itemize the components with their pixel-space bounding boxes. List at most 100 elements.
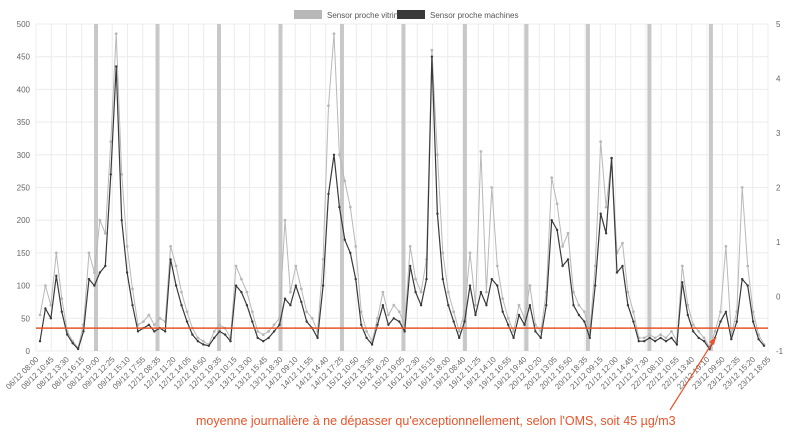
data-point [550, 176, 554, 180]
y2-tick-label: 1 [776, 238, 781, 247]
data-point [490, 277, 493, 281]
data-point [316, 336, 319, 340]
data-point [506, 316, 510, 320]
data-point [719, 320, 722, 323]
data-point [147, 323, 151, 326]
data-point [632, 310, 635, 314]
day-separator [462, 24, 467, 351]
y-tick-label: 200 [17, 216, 31, 225]
y-tick-label: 500 [17, 20, 31, 29]
data-point [240, 290, 243, 294]
data-point [169, 245, 173, 248]
data-point [349, 251, 352, 255]
data-point [610, 156, 613, 160]
annotation-arrow-line [669, 336, 717, 411]
data-point [343, 179, 347, 183]
data-point [87, 277, 91, 281]
data-point [436, 153, 439, 157]
data-point [245, 304, 249, 307]
data-point [507, 323, 510, 326]
data-point [267, 330, 270, 333]
data-point [430, 48, 434, 52]
y2-tick-label: 3 [776, 129, 781, 138]
data-point [338, 153, 341, 157]
data-point [71, 342, 74, 345]
data-point [174, 264, 178, 268]
data-point [251, 320, 254, 323]
data-point [54, 251, 58, 255]
data-point [648, 333, 652, 336]
data-point [191, 333, 194, 336]
data-point [321, 258, 325, 261]
annotation-text: moyenne journalière à ne dépasser qu'exc… [196, 414, 676, 428]
data-point [702, 336, 706, 340]
data-point [299, 287, 303, 291]
day-separator [708, 24, 713, 351]
data-point [114, 32, 118, 36]
data-point [512, 330, 515, 333]
legend: Sensor proche vitrine Sensor proche mach… [294, 10, 519, 20]
day-separator [401, 24, 406, 351]
day-separator [647, 24, 652, 351]
data-point [38, 340, 42, 343]
data-point [376, 316, 379, 320]
data-point [414, 290, 417, 294]
data-point [229, 340, 232, 343]
data-point [180, 290, 183, 294]
data-point [599, 140, 603, 144]
data-point [332, 153, 336, 156]
data-point [180, 304, 183, 307]
data-point [392, 317, 395, 320]
data-point [381, 290, 385, 294]
annotation-arrow-head [709, 337, 716, 345]
data-point [272, 323, 276, 327]
data-point [523, 323, 526, 326]
y-tick-label: 150 [17, 249, 31, 258]
data-point [468, 284, 472, 287]
data-point [653, 340, 657, 343]
data-point [724, 310, 728, 313]
data-point [719, 310, 722, 314]
data-point [201, 339, 205, 343]
data-point [686, 303, 690, 307]
data-point [583, 310, 586, 314]
y-axis-left: 0 50 100 150 200 250 300 350 400 450 500 [17, 20, 31, 356]
data-point [512, 336, 515, 340]
data-point [735, 320, 738, 323]
data-point [387, 313, 390, 317]
data-point [158, 316, 162, 320]
data-point [566, 258, 570, 261]
data-point [523, 316, 526, 320]
data-point [49, 317, 53, 320]
data-point [648, 336, 651, 340]
data-point [702, 340, 706, 343]
data-point [120, 219, 123, 222]
y-axis-right: -1 0 1 2 3 4 5 [776, 20, 784, 356]
data-point [289, 304, 292, 307]
y-tick-label: 250 [17, 184, 31, 193]
data-point [256, 336, 259, 340]
data-point [463, 310, 466, 314]
data-point [474, 313, 477, 317]
data-point [686, 313, 689, 317]
data-point [234, 264, 238, 268]
data-point [370, 343, 374, 346]
data-point [659, 336, 662, 340]
data-point [136, 330, 140, 333]
data-point [234, 284, 238, 287]
data-point [240, 277, 243, 281]
data-point [436, 212, 439, 215]
data-point [250, 310, 254, 314]
data-point [430, 55, 434, 58]
data-point [256, 330, 260, 333]
data-point [38, 313, 42, 317]
data-point [93, 271, 96, 274]
data-point [485, 290, 488, 294]
y-tick-label: 50 [21, 314, 30, 323]
data-point [310, 316, 314, 320]
day-separator [217, 24, 221, 351]
data-point [44, 284, 47, 287]
data-point [653, 336, 657, 340]
y-tick-label: 450 [17, 53, 31, 62]
data-point [300, 300, 303, 304]
